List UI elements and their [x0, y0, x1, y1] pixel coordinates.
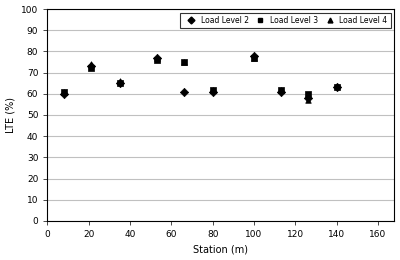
Y-axis label: LTE (%): LTE (%) [6, 97, 16, 133]
Point [251, 56, 257, 60]
Point [154, 58, 160, 62]
Point [210, 87, 216, 92]
Point [334, 85, 340, 89]
Point [180, 60, 187, 64]
Point [180, 60, 187, 64]
Point [278, 87, 284, 92]
Point [116, 81, 123, 85]
Point [278, 90, 284, 94]
Point [210, 87, 216, 92]
Point [334, 85, 340, 89]
Point [116, 81, 123, 85]
Point [304, 92, 311, 96]
Point [116, 79, 123, 83]
Point [61, 92, 67, 96]
Point [304, 98, 311, 102]
Point [154, 56, 160, 60]
Point [154, 56, 160, 60]
Point [304, 96, 311, 100]
Point [278, 87, 284, 92]
Point [210, 90, 216, 94]
Legend: Load Level 2, Load Level 3, Load Level 4: Load Level 2, Load Level 3, Load Level 4 [180, 13, 391, 28]
Point [88, 64, 94, 68]
Point [61, 90, 67, 94]
X-axis label: Station (m): Station (m) [194, 244, 248, 255]
Point [88, 66, 94, 70]
Point [251, 54, 257, 58]
Point [61, 90, 67, 94]
Point [251, 56, 257, 60]
Point [180, 90, 187, 94]
Point [88, 62, 94, 66]
